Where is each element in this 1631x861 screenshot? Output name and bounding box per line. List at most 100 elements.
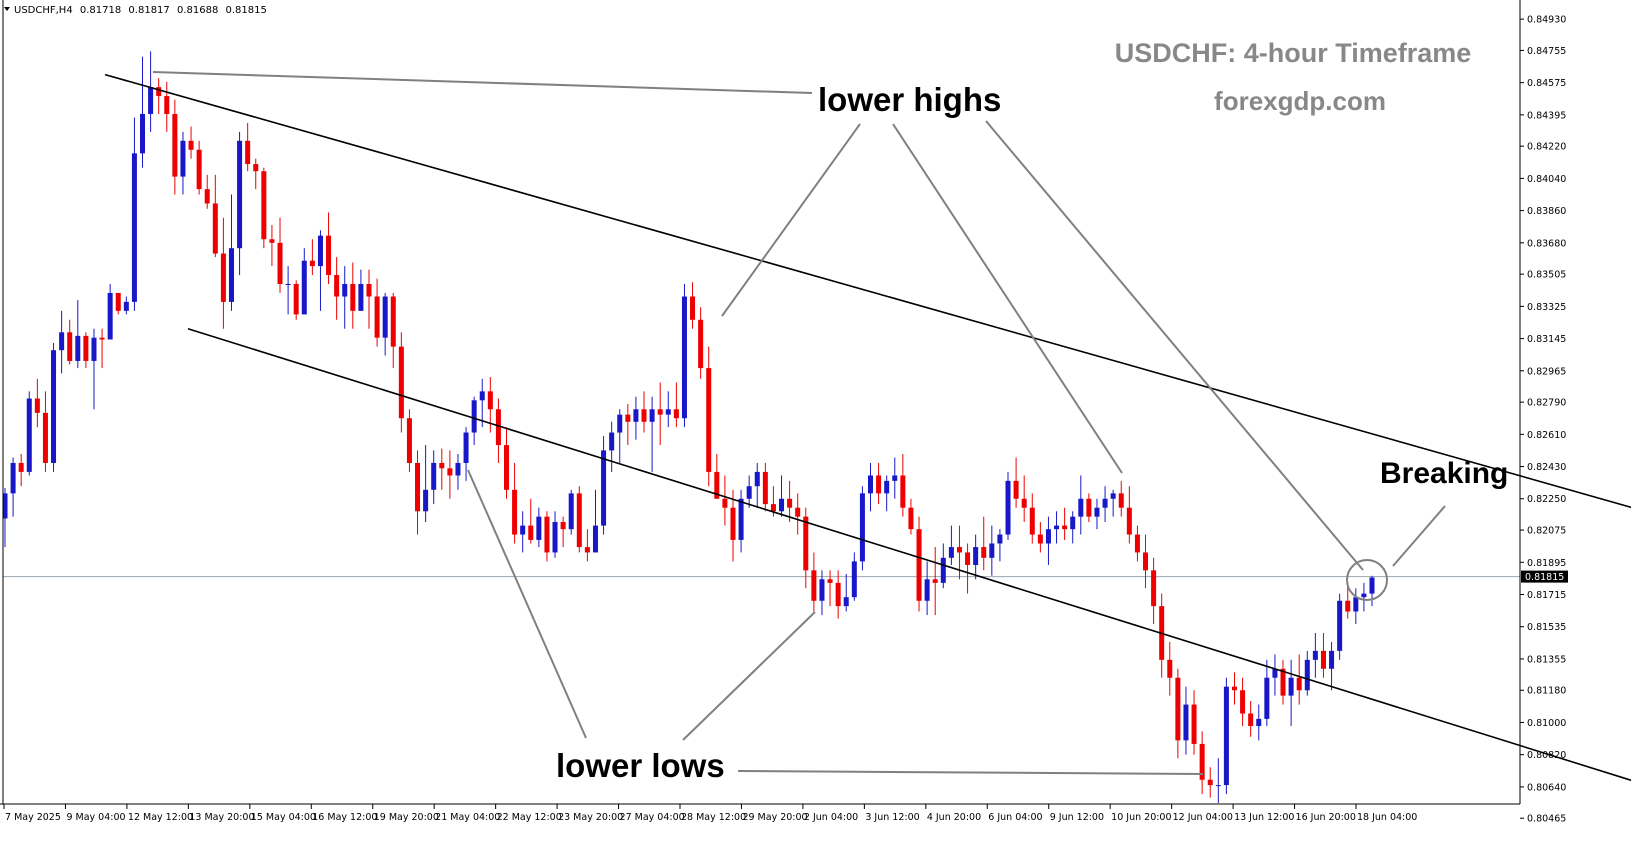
candle-body[interactable] [277,242,283,284]
candle-body[interactable] [99,337,105,340]
candle-body[interactable] [811,570,817,601]
candle-body[interactable] [196,149,202,190]
candle-body[interactable] [544,516,550,553]
candle-body[interactable] [1248,713,1254,727]
candle-body[interactable] [787,498,793,508]
candle-body[interactable] [1086,498,1092,517]
candle-body[interactable] [552,522,558,553]
candle-body[interactable] [123,301,129,311]
candle-body[interactable] [762,471,768,505]
candle-body[interactable] [1013,480,1019,499]
candle-body[interactable] [1005,480,1011,535]
candle-body[interactable] [649,409,655,422]
candle-body[interactable] [115,292,121,311]
candle-body[interactable] [948,547,954,558]
candle-body[interactable] [1167,659,1173,678]
candle-body[interactable] [1280,668,1286,696]
candle-body[interactable] [439,462,445,469]
candle-body[interactable] [1183,704,1189,741]
candle-body[interactable] [851,561,857,598]
candle-body[interactable] [900,475,906,508]
candle-body[interactable] [1312,650,1318,660]
candle-body[interactable] [827,579,833,583]
candle-body[interactable] [1062,525,1068,530]
candle-body[interactable] [965,552,971,565]
candle-body[interactable] [10,462,16,494]
candle-body[interactable] [1304,659,1310,691]
candle-body[interactable] [479,391,485,401]
candle-body[interactable] [1191,704,1197,744]
candle-body[interactable] [382,296,388,338]
candle-body[interactable] [698,319,704,369]
candle-body[interactable] [1054,525,1060,530]
candle-body[interactable] [188,140,194,150]
candle-body[interactable] [309,260,315,267]
candle-body[interactable] [536,516,542,540]
candle-body[interactable] [956,547,962,553]
header-dropdown-icon[interactable] [4,7,10,11]
candle-body[interactable] [706,368,712,472]
candle-body[interactable] [714,471,720,499]
candle-body[interactable] [503,445,510,490]
candle-body[interactable] [237,140,243,249]
candle-body[interactable] [398,346,404,419]
candle-body[interactable] [1037,534,1043,544]
candle-body[interactable] [285,283,291,285]
candle-body[interactable] [738,498,744,540]
candle-body[interactable] [83,335,89,361]
candle-body[interactable] [91,337,97,361]
candle-body[interactable] [1029,507,1035,535]
candle-body[interactable] [665,409,671,415]
candle-body[interactable] [633,409,639,422]
candle-body[interactable] [512,489,518,535]
candle-body[interactable] [358,283,364,311]
candle-body[interactable] [625,414,631,422]
candle-body[interactable] [609,432,615,451]
channel-upper-line[interactable] [104,73,1631,594]
candle-body[interactable] [1021,498,1027,508]
candle-body[interactable] [67,332,73,361]
candle-body[interactable] [989,543,995,558]
candle-body[interactable] [1369,577,1375,594]
candle-body[interactable] [746,486,752,499]
candle-body[interactable] [2,493,8,519]
candle-body[interactable] [390,296,396,347]
candle-body[interactable] [107,292,113,340]
candle-body[interactable] [528,525,534,540]
candle-body[interactable] [997,534,1003,544]
candle-body[interactable] [1288,677,1294,696]
candle-body[interactable] [560,522,566,530]
candle-body[interactable] [140,113,146,154]
candle-body[interactable] [1207,779,1213,786]
candle-body[interactable] [843,597,849,607]
candle-body[interactable] [819,579,825,601]
candle-body[interactable] [1070,516,1076,530]
candle-body[interactable] [59,332,65,351]
candle-body[interactable] [269,239,275,243]
candle-body[interactable] [204,189,210,204]
candle-body[interactable] [342,283,348,297]
candle-body[interactable] [657,409,663,415]
candle-body[interactable] [803,516,809,571]
candle-body[interactable] [1110,493,1116,499]
candle-body[interactable] [180,140,186,177]
candle-body[interactable] [156,87,162,97]
candle-body[interactable] [779,498,785,512]
candle-body[interactable] [681,296,687,419]
candle-body[interactable] [471,400,477,433]
candle-body[interactable] [463,432,469,463]
candle-body[interactable] [1223,686,1229,786]
candle-body[interactable] [220,253,226,302]
candle-body[interactable] [1240,690,1246,714]
candle-body[interactable] [754,471,760,487]
candle-body[interactable] [592,525,598,553]
candle-body[interactable] [1361,593,1367,598]
candle-body[interactable] [487,391,493,410]
channel-lower-line[interactable] [187,327,1631,809]
candle-body[interactable] [1151,570,1157,607]
candle-body[interactable] [301,260,307,315]
candle-body[interactable] [1118,493,1124,508]
candle-body[interactable] [172,113,178,177]
candle-body[interactable] [795,507,801,517]
candle-body[interactable] [973,547,979,565]
